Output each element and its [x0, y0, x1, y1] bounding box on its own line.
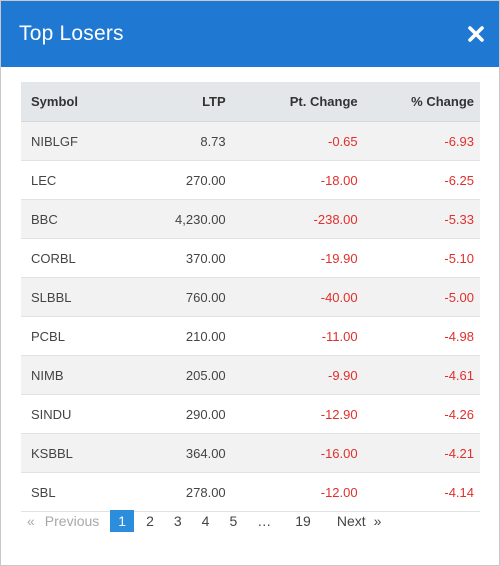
- cell-symbol: SBL: [21, 472, 120, 512]
- cell-pt-change: -9.90: [225, 355, 358, 395]
- table-row[interactable]: NIMB 205.00 -9.90 -4.61: [21, 355, 480, 395]
- cell-pct-change: -4.26: [357, 394, 480, 434]
- header-ltp[interactable]: LTP: [119, 82, 226, 122]
- cell-pct-change: -6.93: [357, 121, 480, 161]
- pagination-ellipsis: …: [257, 513, 272, 529]
- cell-pt-change: -16.00: [225, 433, 358, 473]
- cell-symbol: BBC: [21, 199, 120, 239]
- page-19-button[interactable]: 19: [295, 513, 311, 529]
- cell-symbol: NIBLGF: [21, 121, 120, 161]
- page-3-button[interactable]: 3: [173, 513, 182, 529]
- page-1-button[interactable]: 1: [110, 510, 135, 532]
- cell-symbol: SINDU: [21, 394, 120, 434]
- cell-pct-change: -5.10: [357, 238, 480, 278]
- cell-symbol: LEC: [21, 160, 120, 200]
- losers-table: Symbol LTP Pt. Change % Change NIBLGF 8.7…: [21, 82, 480, 512]
- modal-header: Top Losers: [1, 1, 499, 67]
- cell-pt-change: -238.00: [225, 199, 358, 239]
- cell-pt-change: -19.90: [225, 238, 358, 278]
- table-row[interactable]: BBC 4,230.00 -238.00 -5.33: [21, 199, 480, 239]
- header-pt-change[interactable]: Pt. Change: [225, 82, 358, 122]
- table-header-row: Symbol LTP Pt. Change % Change: [21, 82, 480, 122]
- cell-pt-change: -40.00: [225, 277, 358, 317]
- cell-symbol: PCBL: [21, 316, 120, 356]
- cell-pt-change: -11.00: [225, 316, 358, 356]
- page-4-button[interactable]: 4: [201, 513, 210, 529]
- cell-pct-change: -5.33: [357, 199, 480, 239]
- cell-pct-change: -4.14: [357, 472, 480, 512]
- table-row[interactable]: SBL 278.00 -12.00 -4.14: [21, 472, 480, 512]
- table-row[interactable]: PCBL 210.00 -11.00 -4.98: [21, 316, 480, 356]
- cell-ltp: 760.00: [119, 277, 226, 317]
- cell-pt-change: -12.00: [225, 472, 358, 512]
- cell-pct-change: -4.61: [357, 355, 480, 395]
- cell-pt-change: -18.00: [225, 160, 358, 200]
- cell-ltp: 205.00: [119, 355, 226, 395]
- cell-symbol: KSBBL: [21, 433, 120, 473]
- modal-title: Top Losers: [19, 22, 124, 45]
- table-row[interactable]: SLBBL 760.00 -40.00 -5.00: [21, 277, 480, 317]
- previous-button: Previous: [44, 513, 100, 529]
- cell-symbol: NIMB: [21, 355, 120, 395]
- table-row[interactable]: KSBBL 364.00 -16.00 -4.21: [21, 433, 480, 473]
- losers-table-container: Symbol LTP Pt. Change % Change NIBLGF 8.7…: [21, 82, 480, 512]
- previous-arrow: «: [27, 513, 35, 529]
- cell-ltp: 364.00: [119, 433, 226, 473]
- cell-pt-change: -0.65: [225, 121, 358, 161]
- cell-ltp: 210.00: [119, 316, 226, 356]
- cell-ltp: 8.73: [119, 121, 226, 161]
- close-icon: [468, 26, 484, 42]
- pagination: « Previous 1 2 3 4 5 … 19 Next »: [27, 510, 381, 532]
- header-symbol[interactable]: Symbol: [21, 82, 120, 122]
- cell-ltp: 278.00: [119, 472, 226, 512]
- table-row[interactable]: SINDU 290.00 -12.90 -4.26: [21, 394, 480, 434]
- next-arrow[interactable]: »: [373, 513, 382, 529]
- cell-ltp: 290.00: [119, 394, 226, 434]
- cell-symbol: SLBBL: [21, 277, 120, 317]
- cell-pct-change: -5.00: [357, 277, 480, 317]
- cell-symbol: CORBL: [21, 238, 120, 278]
- cell-ltp: 370.00: [119, 238, 226, 278]
- page-2-button[interactable]: 2: [146, 513, 154, 529]
- cell-pct-change: -6.25: [357, 160, 480, 200]
- next-button[interactable]: Next: [336, 513, 366, 529]
- cell-pt-change: -12.90: [225, 394, 358, 434]
- table-row[interactable]: NIBLGF 8.73 -0.65 -6.93: [21, 121, 480, 161]
- cell-ltp: 270.00: [119, 160, 226, 200]
- close-button[interactable]: [465, 23, 487, 45]
- page-5-button[interactable]: 5: [229, 513, 238, 529]
- table-row[interactable]: CORBL 370.00 -19.90 -5.10: [21, 238, 480, 278]
- cell-ltp: 4,230.00: [119, 199, 226, 239]
- table-row[interactable]: LEC 270.00 -18.00 -6.25: [21, 160, 480, 200]
- header-pct-change[interactable]: % Change: [357, 82, 480, 122]
- cell-pct-change: -4.98: [357, 316, 480, 356]
- cell-pct-change: -4.21: [357, 433, 480, 473]
